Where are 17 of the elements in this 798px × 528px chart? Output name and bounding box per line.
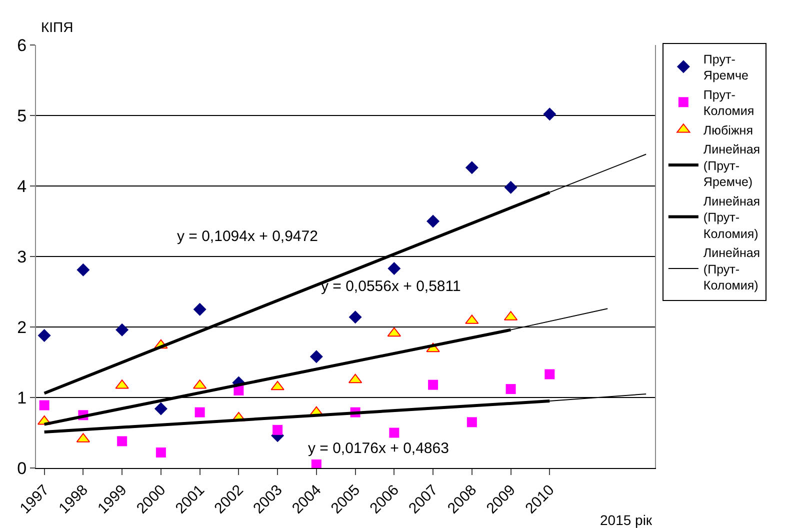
legend-label: Линейная (Прут-Коломия) [703,194,760,241]
annotation: y = 0,1094x + 0,9472 [177,228,318,245]
y-tick-label: 0 [17,458,27,478]
y-tick-label: 4 [17,176,27,196]
legend-label: Прут-Яремче [703,52,748,83]
legend-label: Прут-Коломия [703,88,754,118]
y-tick-label: 3 [17,247,27,266]
legend-label: Любіжня [703,123,753,138]
y-tick-label: 2 [17,318,27,337]
legend-label: Линейная (Прут-Яремче) [703,142,760,190]
y-tick-label: 6 [17,36,27,55]
y-axis-title: КІПЯ [41,19,74,35]
y-tick-label: 5 [17,106,27,126]
legend-label: Линейная (Прут-Коломия) [703,246,760,293]
annotation: y = 0,0176x + 0,4863 [308,440,449,457]
x-axis-title: 2015 рік [600,512,653,528]
y-tick-label: 1 [17,388,27,408]
